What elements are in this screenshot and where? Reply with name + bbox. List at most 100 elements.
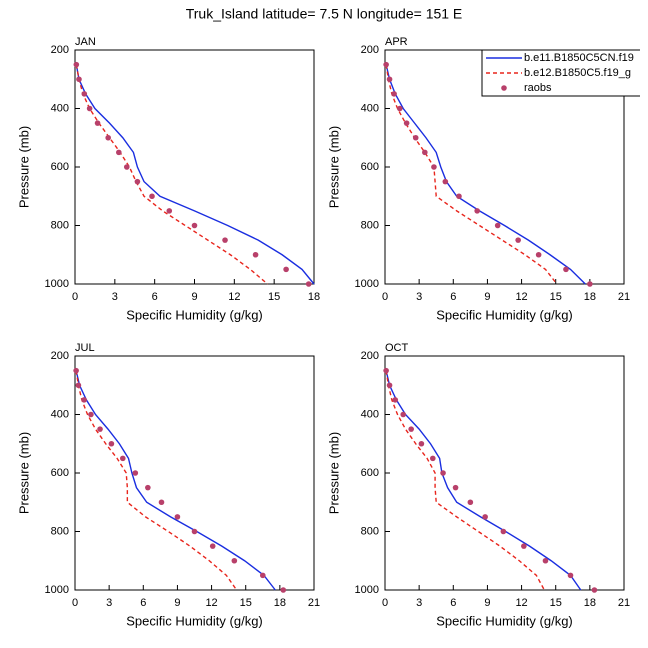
raob-marker [474,208,480,214]
plot-frame [74,49,315,285]
x-tick-label: 15 [268,291,280,303]
x-axis-label: Specific Humidity (g/kg) [436,307,573,322]
raob-marker [81,91,88,97]
raob-marker [174,514,181,520]
x-tick-label: 0 [72,291,78,303]
y-tick-label: 600 [51,467,69,479]
raob-marker [386,382,393,389]
series-line [75,64,315,285]
raob-marker [283,266,289,273]
raob-marker [75,382,82,389]
x-tick-label: 6 [140,597,146,609]
y-tick-label: 600 [361,467,379,479]
raob-marker [191,528,198,535]
y-tick-label: 800 [361,525,379,537]
x-tick-label: 12 [228,291,240,303]
raob-marker [542,557,549,564]
y-tick-label: 400 [361,408,379,420]
raob-marker [500,528,507,535]
raob-marker [73,61,80,68]
series-line [385,64,558,285]
raob-marker [412,134,419,141]
raob-marker [149,193,155,200]
raob-marker [116,149,122,156]
raob-marker [73,367,79,374]
raob-marker [94,120,101,126]
raob-marker [97,426,103,432]
x-tick-label: 9 [484,291,490,303]
x-tick-label: 12 [515,597,527,609]
x-tick-label: 0 [382,597,388,609]
raob-marker [252,251,259,258]
panel-title: JUL [75,342,95,354]
raob-marker [158,499,165,506]
raob-marker [587,281,593,287]
x-tick-label: 18 [308,291,320,303]
series-line [75,370,276,591]
raob-marker [391,91,397,97]
raob-marker [259,572,266,579]
y-tick-label: 1000 [45,278,69,290]
x-tick-label: 0 [382,291,388,303]
x-axis-label: Specific Humidity (g/kg) [126,613,263,628]
x-tick-label: 18 [584,291,596,303]
raob-marker [386,76,393,83]
raob-marker [383,61,389,68]
raob-marker [440,470,446,476]
raob-marker [482,514,488,520]
raob-marker [494,222,501,229]
raob-marker [86,105,93,112]
legend: b.e11.B1850C5CN.f19 b.e12.B1850C5.f19_gra… [481,49,640,97]
x-tick-label: 21 [308,597,320,609]
y-axis-label: Pressure (mb) [326,126,341,208]
raob-marker [166,208,173,214]
series-line [385,64,586,285]
panel-title: APR [385,36,408,48]
series-line [75,64,268,285]
x-tick-label: 3 [112,291,118,303]
raob-marker [418,440,425,447]
x-tick-label: 9 [174,597,180,609]
y-tick-label: 400 [361,102,379,114]
raob-marker [280,587,287,593]
x-tick-label: 9 [191,291,197,303]
raob-marker [396,105,403,112]
raob-marker [456,193,462,200]
y-tick-label: 1000 [45,584,69,596]
y-tick-label: 200 [361,350,379,362]
x-tick-label: 21 [618,291,630,303]
raob-marker [132,470,139,476]
raob-marker [400,411,407,418]
raob-marker [145,484,151,491]
x-tick-label: 15 [550,291,562,303]
y-tick-label: 600 [361,161,379,173]
raob-marker [567,572,574,579]
y-tick-label: 1000 [355,278,379,290]
legend-label: raobs [524,82,552,94]
raob-marker [431,164,437,170]
x-tick-label: 18 [274,597,286,609]
raob-marker [521,543,527,549]
raob-marker [123,164,130,170]
x-tick-label: 6 [152,291,158,303]
raob-marker [209,543,216,549]
y-tick-label: 200 [51,350,69,362]
x-tick-label: 3 [416,597,422,609]
panel-title: OCT [385,342,409,354]
y-axis-label: Pressure (mb) [326,432,341,514]
x-tick-label: 12 [205,597,217,609]
raob-marker [403,120,410,126]
y-axis-label: Pressure (mb) [16,126,31,208]
plot-frame [74,355,315,591]
x-tick-label: 18 [584,597,596,609]
x-tick-label: 6 [450,597,456,609]
x-tick-label: 3 [416,291,422,303]
raob-marker [452,484,459,491]
x-tick-label: 6 [450,291,456,303]
figure-title: Truk_Island latitude= 7.5 N longitude= 1… [186,6,463,22]
y-tick-label: 1000 [355,584,379,596]
raob-marker [422,149,428,156]
x-tick-label: 9 [484,597,490,609]
raob-marker [305,281,312,287]
